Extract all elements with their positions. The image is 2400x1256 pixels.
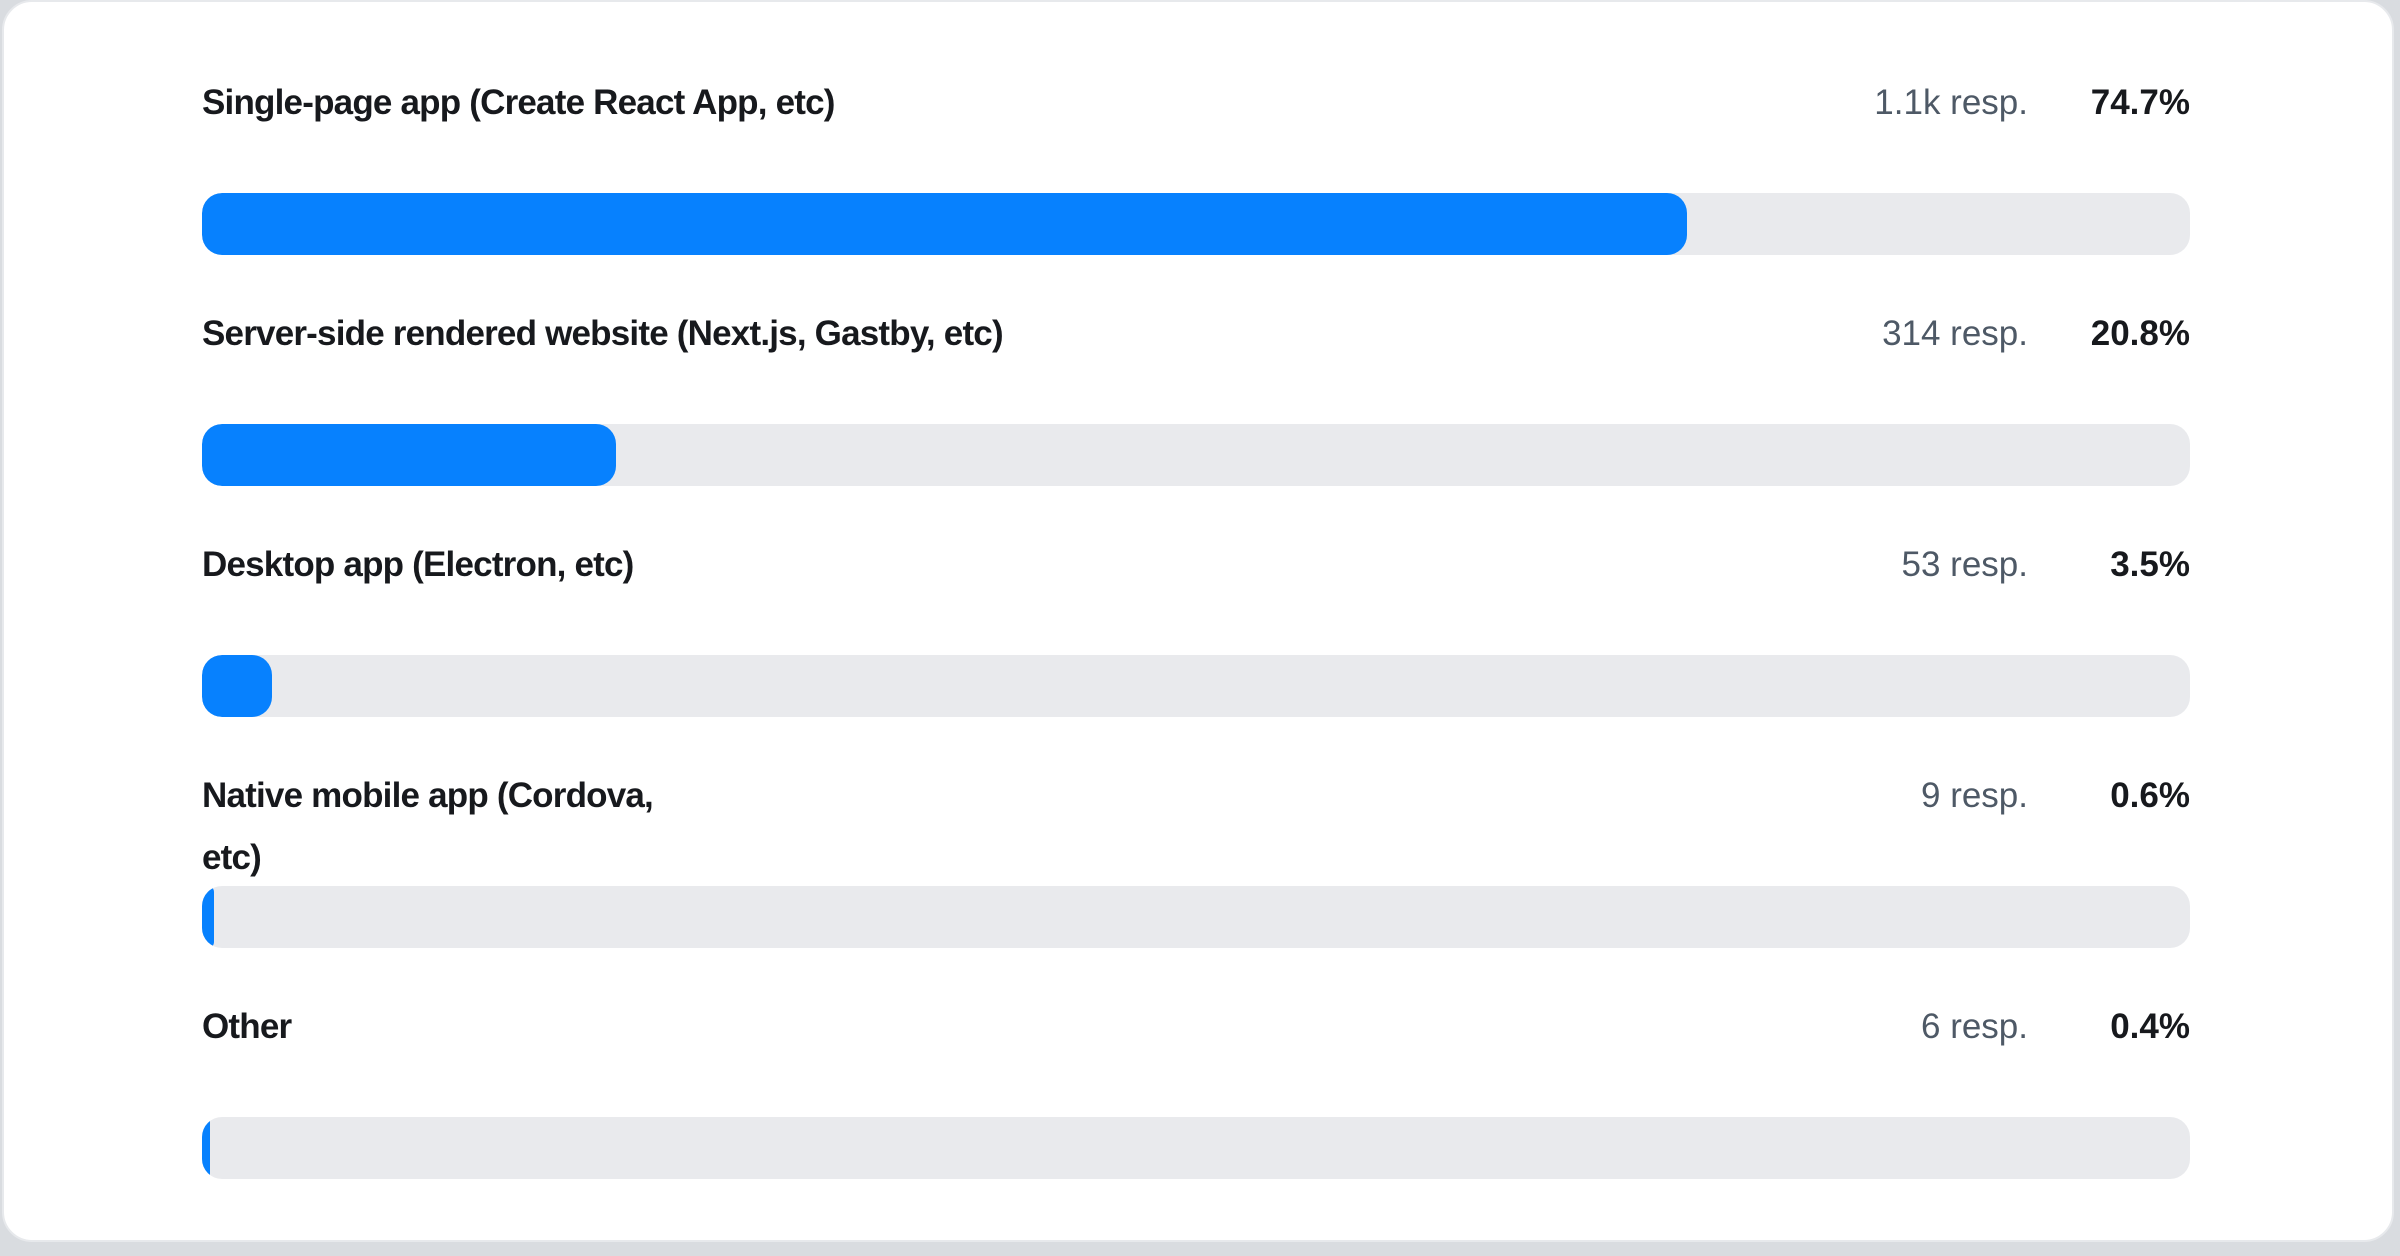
chart-row: Desktop app (Electron, etc) 53 resp. 3.5… [202, 486, 2190, 717]
response-count: 9 resp. [1921, 776, 2028, 815]
row-header: Other 6 resp. 0.4% [202, 996, 2190, 1058]
row-header: Single-page app (Create React App, etc) … [202, 72, 2190, 134]
response-count: 1.1k resp. [1874, 83, 2028, 122]
percentage-value: 0.6% [2110, 776, 2190, 815]
bar-track [202, 1117, 2190, 1179]
row-header: Server-side rendered website (Next.js, G… [202, 303, 2190, 365]
bar-fill [202, 1117, 210, 1179]
answer-label: Other [202, 1007, 292, 1046]
row-header: Native mobile app (Cordova, etc) 9 resp.… [202, 765, 2190, 889]
answer-label: Native mobile app (Cordova, etc) [202, 776, 654, 877]
response-count: 6 resp. [1921, 1007, 2028, 1046]
bar-track [202, 193, 2190, 255]
percentage-value: 3.5% [2110, 545, 2190, 584]
percentage-value: 0.4% [2110, 1007, 2190, 1046]
chart-row: Other 6 resp. 0.4% [202, 948, 2190, 1179]
bar-track [202, 886, 2190, 948]
row-header: Desktop app (Electron, etc) 53 resp. 3.5… [202, 534, 2190, 596]
answer-label: Desktop app (Electron, etc) [202, 545, 634, 584]
bar-track [202, 424, 2190, 486]
bar-fill [202, 655, 272, 717]
answer-label: Single-page app (Create React App, etc) [202, 83, 835, 122]
bar-chart: Single-page app (Create React App, etc) … [202, 24, 2190, 1179]
bar-fill [202, 424, 616, 486]
answer-label: Server-side rendered website (Next.js, G… [202, 314, 1004, 353]
chart-row: Single-page app (Create React App, etc) … [202, 24, 2190, 255]
response-count: 53 resp. [1901, 545, 2028, 584]
bar-track [202, 655, 2190, 717]
chart-row: Server-side rendered website (Next.js, G… [202, 255, 2190, 486]
bar-fill [202, 193, 1688, 255]
bar-fill [202, 886, 214, 948]
response-count: 314 resp. [1882, 314, 2028, 353]
percentage-value: 20.8% [2090, 314, 2190, 353]
percentage-value: 74.7% [2090, 83, 2190, 122]
chart-row: Native mobile app (Cordova, etc) 9 resp.… [202, 717, 2190, 948]
